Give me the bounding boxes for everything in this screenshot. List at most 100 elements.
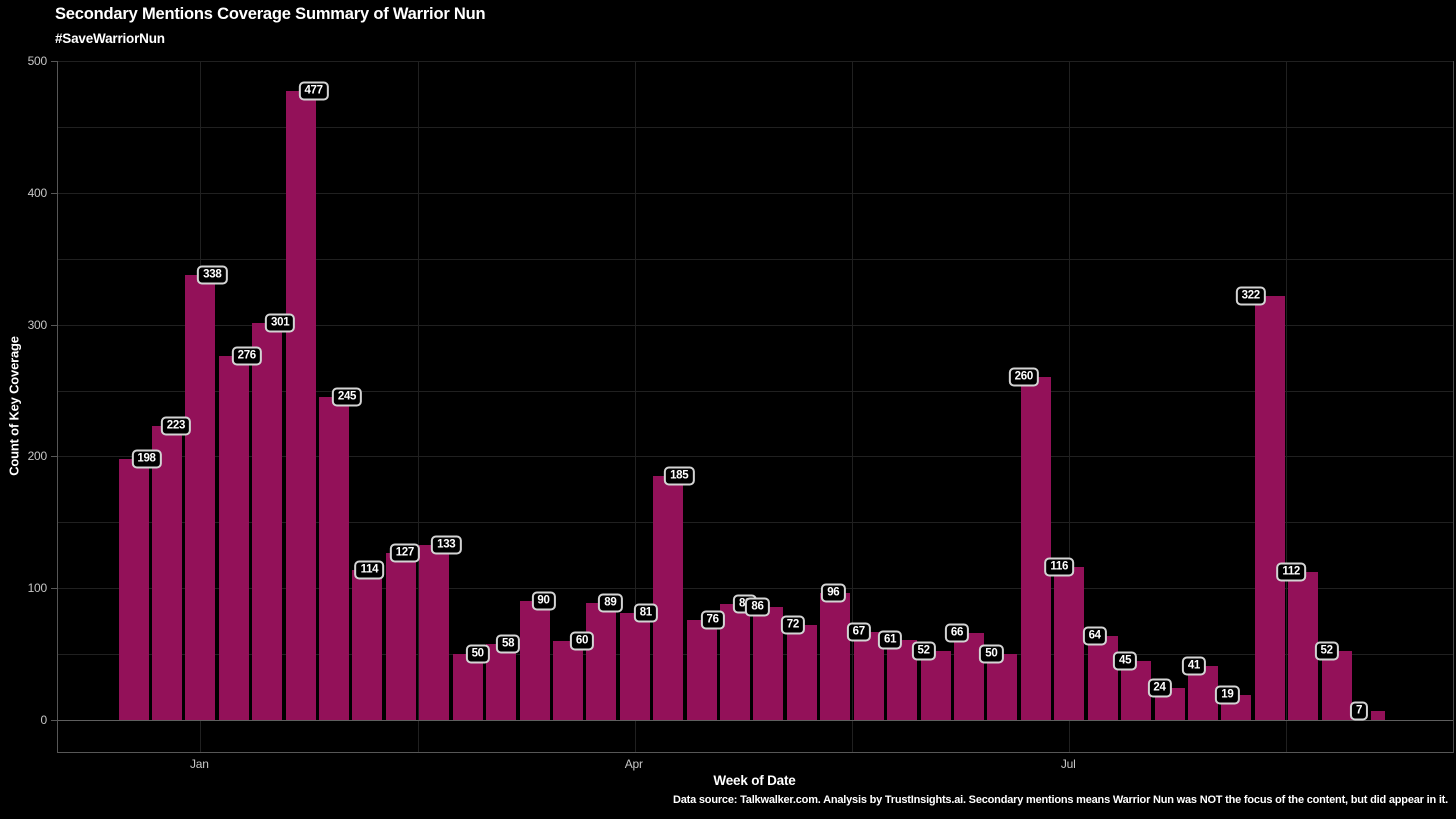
- bar-value-label: 301: [265, 313, 296, 333]
- bar[interactable]: [1087, 635, 1118, 720]
- y-tick-label: 100: [27, 581, 48, 596]
- bar-value-label: 19: [1215, 685, 1240, 705]
- gridline-horizontal: [58, 126, 1453, 128]
- bar-value-label: 41: [1181, 656, 1207, 676]
- bar-value-label: 58: [496, 634, 521, 654]
- bar-value-label: 198: [131, 449, 162, 469]
- bar-value-label: 90: [531, 591, 556, 611]
- bar[interactable]: [1321, 651, 1352, 720]
- gridline-horizontal: [58, 390, 1453, 392]
- bar-value-label: 60: [569, 631, 595, 651]
- bar[interactable]: [820, 593, 851, 720]
- bar-value-label: 112: [1276, 562, 1307, 582]
- gridline-vertical: [417, 61, 419, 752]
- bar-value-label: 50: [465, 644, 490, 664]
- bar-value-label: 89: [598, 593, 623, 613]
- bar-value-label: 76: [700, 610, 725, 630]
- bar-value-label: 45: [1112, 651, 1138, 671]
- bar-value-label: 52: [1314, 641, 1339, 661]
- bar[interactable]: [151, 426, 182, 720]
- x-axis-title: Week of Date: [713, 773, 796, 788]
- bar[interactable]: [185, 274, 216, 720]
- bar-value-label: 50: [979, 644, 1004, 664]
- bar[interactable]: [385, 552, 416, 720]
- y-tick-mark: [51, 61, 57, 62]
- bar[interactable]: [486, 643, 517, 720]
- gridline-horizontal: [58, 258, 1453, 260]
- gridline-horizontal: [58, 588, 1453, 590]
- gridline-vertical: [634, 61, 636, 752]
- gridline-vertical: [852, 61, 854, 752]
- bar[interactable]: [619, 613, 650, 720]
- gridline-horizontal: [58, 61, 1453, 62]
- gridline-horizontal: [58, 522, 1453, 524]
- bar[interactable]: [419, 544, 450, 720]
- bar-value-label: 52: [911, 641, 936, 661]
- bar-value-label: 276: [231, 346, 262, 366]
- bar[interactable]: [285, 91, 316, 720]
- bar-value-label: 7: [1349, 701, 1369, 721]
- y-tick-mark: [51, 720, 57, 721]
- bar-value-label: 61: [878, 630, 903, 650]
- bar-value-label: 260: [1008, 367, 1039, 387]
- gridline-vertical: [1069, 61, 1071, 752]
- y-tick-mark: [51, 324, 57, 326]
- bar-value-label: 116: [1044, 557, 1075, 577]
- bar[interactable]: [786, 625, 817, 720]
- bar-value-label: 67: [846, 622, 871, 642]
- bar-value-label: 24: [1147, 678, 1172, 698]
- bar-value-label: 66: [944, 623, 970, 643]
- bar-value-label: 133: [431, 535, 462, 555]
- bar[interactable]: [452, 654, 483, 720]
- gridline-horizontal: [58, 192, 1453, 194]
- bar-value-label: 81: [633, 603, 658, 623]
- bar-value-label: 477: [298, 81, 329, 101]
- bar[interactable]: [987, 654, 1018, 720]
- bar[interactable]: [252, 323, 283, 720]
- bar[interactable]: [686, 619, 717, 720]
- chart-title: Secondary Mentions Coverage Summary of W…: [55, 5, 486, 23]
- bar[interactable]: [118, 459, 149, 720]
- y-tick-label: 500: [27, 54, 48, 68]
- bar-value-label: 96: [821, 583, 846, 603]
- bar[interactable]: [1020, 377, 1051, 720]
- y-tick-mark: [51, 588, 57, 590]
- bar-value-label: 64: [1082, 626, 1107, 646]
- bar[interactable]: [920, 651, 951, 720]
- zero-baseline: [58, 720, 1453, 721]
- bar[interactable]: [552, 640, 583, 720]
- bar[interactable]: [1371, 710, 1385, 720]
- chart-subtitle: #SaveWarriorNun: [55, 31, 165, 46]
- bar-value-label: 245: [331, 387, 363, 407]
- bar-value-label: 127: [389, 543, 421, 563]
- y-tick-mark: [51, 456, 57, 458]
- gridline-horizontal: [58, 456, 1453, 458]
- bar[interactable]: [352, 569, 383, 720]
- y-tick-label: 300: [27, 317, 48, 332]
- bar[interactable]: [1054, 567, 1085, 720]
- bar[interactable]: [720, 604, 751, 720]
- gridline-vertical: [1286, 61, 1288, 752]
- bar[interactable]: [653, 476, 684, 720]
- bar[interactable]: [1288, 572, 1319, 720]
- bar[interactable]: [586, 602, 617, 720]
- bar[interactable]: [319, 397, 350, 720]
- bar-value-label: 72: [780, 615, 805, 635]
- y-tick-mark: [51, 192, 57, 194]
- bar[interactable]: [218, 356, 249, 720]
- bar[interactable]: [753, 606, 784, 720]
- bar-value-label: 114: [354, 560, 385, 580]
- bar-value-label: 322: [1235, 286, 1266, 306]
- bar-value-label: 338: [197, 265, 228, 285]
- gridline-horizontal: [58, 324, 1453, 326]
- footer-note: Data source: Talkwalker.com. Analysis by…: [672, 794, 1448, 806]
- y-tick-label: 0: [40, 713, 48, 727]
- bar[interactable]: [1121, 660, 1152, 720]
- y-tick-label: 200: [27, 449, 48, 464]
- bar-value-label: 185: [664, 466, 695, 486]
- plot-area: 198 223 338 276 301 477 245 114 127 133 50 58 90 60 89…: [57, 61, 1454, 753]
- bar[interactable]: [954, 633, 984, 720]
- bar[interactable]: [519, 601, 550, 720]
- bar[interactable]: [1254, 295, 1285, 720]
